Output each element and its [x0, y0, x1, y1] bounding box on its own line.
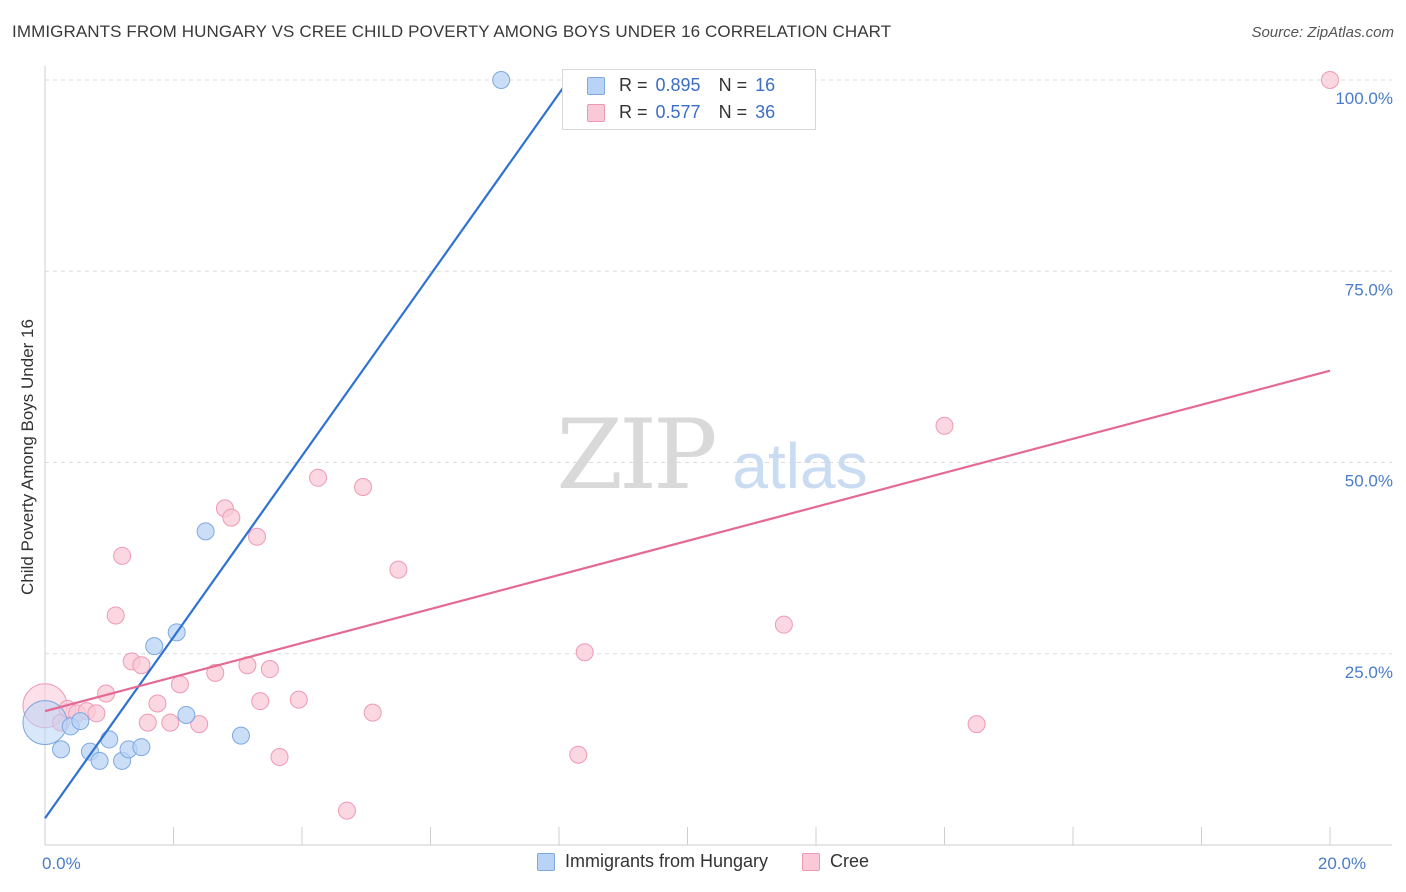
data-point-cree	[251, 692, 270, 711]
data-point-hungary	[145, 637, 164, 656]
data-point-cree	[935, 416, 954, 435]
y-tick-label: 25.0%	[1345, 663, 1393, 682]
axes	[44, 66, 1392, 846]
data-point-cree	[363, 703, 382, 722]
trend-lines	[44, 79, 1331, 819]
legend-swatch-cree	[587, 103, 605, 122]
data-point-cree	[260, 660, 279, 679]
data-point-cree	[575, 643, 594, 662]
legend-r-label: R =	[619, 75, 648, 95]
data-point-cree	[113, 546, 132, 565]
data-point-hungary	[492, 71, 511, 89]
y-tick-label: 100.0%	[1335, 89, 1393, 108]
legend-swatch-hungary	[587, 76, 605, 95]
series-label-cree: Cree	[830, 851, 870, 871]
tick-labels: 25.0% 50.0% 75.0% 100.0% 0.0% 20.0%	[42, 89, 1393, 873]
source-label: Source: ZipAtlas.com	[1251, 24, 1394, 41]
data-point-cree	[190, 715, 209, 734]
series-legend: Immigrants from Hungary Cree	[0, 851, 1406, 872]
legend-n-value: 16	[755, 75, 776, 95]
correlation-legend: R = 0.895 N = 16 R = 0.577 N = 36	[562, 69, 816, 130]
trend-line-cree	[44, 369, 1331, 713]
legend-n-value: 36	[755, 102, 776, 122]
series-swatch-hungary	[536, 852, 555, 871]
trend-line-hungary	[44, 79, 570, 819]
legend-r-value: 0.577	[655, 102, 701, 122]
grid-lines	[45, 79, 1392, 655]
chart-title: IMMIGRANTS FROM HUNGARY VS CREE CHILD PO…	[12, 22, 892, 41]
y-tick-label: 50.0%	[1345, 472, 1393, 491]
data-point-cree	[569, 745, 588, 764]
y-tick-label: 75.0%	[1345, 280, 1393, 299]
x-tick-label: 0.0%	[42, 854, 81, 873]
data-point-cree	[354, 477, 373, 496]
data-point-cree	[206, 663, 225, 682]
data-points	[22, 71, 1339, 820]
data-point-cree	[337, 801, 356, 820]
data-point-hungary	[231, 726, 250, 745]
data-point-cree	[148, 694, 167, 713]
legend-n-label: N =	[718, 75, 748, 95]
series-swatch-cree	[802, 852, 821, 871]
watermark: ZIP atlas	[556, 399, 867, 511]
data-point-cree	[289, 690, 308, 709]
data-point-cree	[270, 748, 289, 767]
data-point-hungary	[71, 712, 90, 731]
series-label-hungary: Immigrants from Hungary	[564, 851, 769, 871]
legend-r-label: R =	[619, 102, 648, 122]
data-point-cree	[87, 704, 106, 723]
data-point-cree	[138, 713, 157, 732]
watermark-zip: ZIP	[556, 399, 715, 511]
legend-row-hungary: R = 0.895 N = 16	[587, 75, 775, 96]
data-point-hungary	[100, 730, 119, 749]
data-point-cree	[132, 656, 151, 675]
legend-r-value: 0.895	[655, 75, 701, 95]
data-point-cree	[106, 606, 125, 625]
data-point-hungary	[52, 740, 71, 759]
data-point-cree	[774, 615, 793, 634]
watermark-atlas: atlas	[732, 430, 867, 502]
data-point-cree	[1321, 71, 1339, 89]
data-point-cree	[248, 527, 267, 546]
y-axis-label: Child Poverty Among Boys Under 16	[18, 319, 37, 595]
data-point-hungary	[177, 705, 196, 724]
x-tick-label: 20.0%	[1318, 854, 1366, 873]
data-point-cree	[222, 508, 241, 527]
data-point-cree	[170, 675, 189, 694]
legend-row-cree: R = 0.577 N = 36	[587, 102, 775, 123]
legend-n-label: N =	[718, 102, 748, 122]
data-point-hungary	[90, 751, 109, 770]
data-point-cree	[967, 715, 986, 734]
data-point-hungary	[196, 522, 215, 541]
data-point-cree	[309, 468, 328, 487]
data-point-cree	[389, 560, 408, 579]
data-point-hungary	[132, 738, 151, 757]
series-legend-item-cree[interactable]: Cree	[802, 851, 869, 872]
series-legend-item-hungary[interactable]: Immigrants from Hungary	[536, 851, 769, 872]
data-point-cree	[161, 713, 180, 732]
